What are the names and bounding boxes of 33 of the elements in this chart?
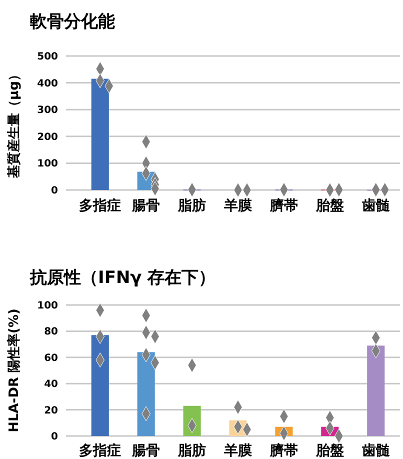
x-tick-label: 歯髄 — [360, 443, 391, 459]
y-tick-label: 300 — [37, 105, 58, 116]
x-tick-label: 歯髄 — [360, 198, 391, 214]
chart-title: 軟骨分化能 — [29, 12, 115, 32]
y-tick-label: 100 — [37, 158, 58, 170]
x-tick-label: 脂肪 — [177, 442, 206, 459]
x-tick-label: 腸骨 — [131, 443, 160, 459]
x-tick-label: 腸骨 — [131, 198, 160, 214]
x-tick-label: 臍帯 — [268, 197, 298, 214]
bar — [91, 78, 109, 190]
y-tick-label: 40 — [44, 379, 58, 390]
y-tick-label: 80 — [44, 326, 58, 338]
y-axis-title: 基質産生量（μg） — [6, 68, 22, 179]
x-tick-label: 胎盤 — [314, 443, 344, 459]
x-tick-label: 胎盤 — [314, 198, 344, 214]
x-tick-label: 羊膜 — [223, 198, 253, 214]
bar — [91, 335, 109, 436]
x-tick-label: 脂肪 — [177, 197, 206, 214]
x-tick-label: 多指症 — [79, 197, 122, 214]
y-tick-label: 400 — [37, 78, 58, 90]
x-tick-label: 羊膜 — [223, 443, 253, 459]
y-axis-title: HLA-DR 陽性率(%) — [6, 308, 22, 432]
y-tick-label: 20 — [44, 405, 58, 416]
y-tick-label: 200 — [37, 132, 58, 143]
y-tick-label: 500 — [37, 52, 58, 62]
x-tick-label: 多指症 — [79, 442, 122, 459]
chart-title: 抗原性（IFNγ 存在下） — [29, 268, 216, 288]
y-tick-label: 0 — [51, 432, 58, 442]
y-tick-label: 100 — [37, 300, 58, 312]
y-tick-label: 0 — [51, 186, 58, 196]
x-tick-label: 臍帯 — [268, 442, 298, 459]
bar — [367, 346, 385, 436]
y-tick-label: 60 — [44, 352, 58, 364]
